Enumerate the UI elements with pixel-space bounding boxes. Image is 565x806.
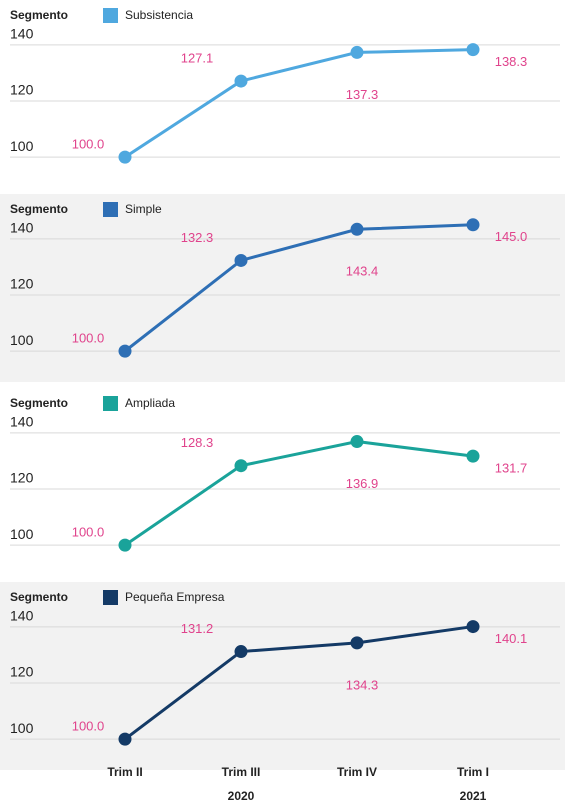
data-label: 137.3 [346, 87, 379, 102]
x-tick-label: Trim IV [337, 765, 377, 779]
y-tick-label: 140 [10, 220, 34, 236]
legend-label: Ampliada [125, 396, 175, 410]
point [234, 253, 248, 267]
x-group-label: 2021 [460, 789, 487, 803]
x-group-label: 2020 [228, 789, 255, 803]
point [118, 538, 132, 552]
data-label: 131.2 [181, 621, 214, 636]
legend-title: Segmento [10, 202, 68, 216]
y-tick-label: 100 [10, 720, 34, 736]
legend-label: Pequeña Empresa [125, 590, 225, 604]
point [234, 74, 248, 88]
panel-background [0, 0, 565, 188]
line [124, 223, 474, 353]
point [466, 620, 480, 634]
legend-title: Segmento [10, 396, 68, 410]
x-tick-label: Trim II [107, 765, 142, 779]
legend-title: Segmento [10, 590, 68, 604]
point [350, 435, 364, 449]
point [466, 449, 480, 463]
line [124, 48, 474, 159]
y-tick-label: 140 [10, 26, 34, 42]
point [350, 636, 364, 650]
y-tick-label: 120 [10, 82, 34, 98]
legend-swatch [103, 202, 118, 217]
y-tick-label: 120 [10, 470, 34, 486]
y-tick-label: 100 [10, 332, 34, 348]
y-tick-label: 140 [10, 414, 34, 430]
data-label: 136.9 [346, 476, 379, 491]
point [118, 150, 132, 164]
panel-background [0, 582, 565, 770]
data-label: 132.3 [181, 230, 214, 245]
y-tick-label: 100 [10, 526, 34, 542]
line [124, 625, 474, 741]
point [234, 459, 248, 473]
data-label: 128.3 [181, 435, 214, 450]
point [118, 732, 132, 746]
x-tick-label: Trim III [222, 765, 261, 779]
y-tick-label: 120 [10, 276, 34, 292]
legend-title: Segmento [10, 8, 68, 22]
y-tick-label: 100 [10, 138, 34, 154]
point [350, 222, 364, 236]
data-label: 131.7 [495, 461, 528, 476]
legend-label: Simple [125, 202, 162, 216]
point [466, 43, 480, 57]
line [124, 440, 474, 547]
point [350, 45, 364, 59]
data-label: 145.0 [495, 229, 528, 244]
data-label: 100.0 [72, 331, 105, 346]
data-label: 134.3 [346, 677, 379, 692]
data-label: 100.0 [72, 525, 105, 540]
panel-background [0, 194, 565, 382]
legend-swatch [103, 8, 118, 23]
legend-swatch [103, 396, 118, 411]
point [466, 218, 480, 232]
x-tick-label: Trim I [457, 765, 489, 779]
data-label: 100.0 [72, 137, 105, 152]
y-tick-label: 140 [10, 608, 34, 624]
data-label: 143.4 [346, 264, 379, 279]
data-label: 100.0 [72, 719, 105, 734]
point [234, 645, 248, 659]
data-label: 127.1 [181, 51, 214, 66]
panel-background [0, 388, 565, 576]
y-tick-label: 120 [10, 664, 34, 680]
point [118, 344, 132, 358]
legend-swatch [103, 590, 118, 605]
data-label: 138.3 [495, 54, 528, 69]
data-label: 140.1 [495, 631, 528, 646]
legend-label: Subsistencia [125, 8, 193, 22]
